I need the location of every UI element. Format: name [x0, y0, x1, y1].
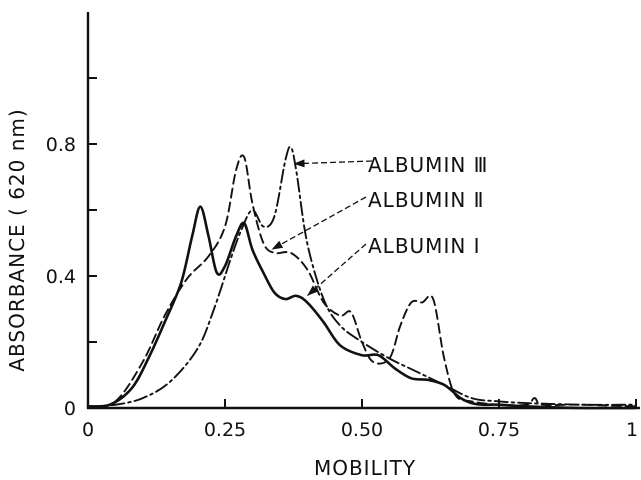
label-albumin-iii: ALBUMIN Ⅲ: [368, 153, 488, 177]
label-albumin-ii: ALBUMIN Ⅱ: [368, 188, 485, 212]
y-tick-label: 0: [64, 398, 76, 420]
arrowhead-albumin-ii: [271, 240, 284, 250]
y-axis-label: ABSORBANCE ( 620 nm): [5, 108, 29, 371]
x-tick-label: 0: [82, 419, 94, 441]
axes: 0 0.25 0.50 0.75 1 0 0.4 0.8: [46, 12, 640, 441]
series-line-albumin-ii: [87, 154, 637, 408]
x-axis-label: MOBILITY: [314, 456, 416, 480]
arrow-albumin-i: [306, 243, 367, 297]
series-layer: [86, 145, 638, 410]
arrow-albumin-iii: [293, 160, 373, 165]
series-line-albumin-iii: [87, 145, 637, 408]
label-albumin-i: ALBUMIN Ⅰ: [368, 234, 481, 258]
annotations: ALBUMIN Ⅲ ALBUMIN Ⅱ ALBUMIN Ⅰ: [271, 153, 488, 297]
x-tick-label: 0.50: [341, 419, 383, 441]
x-tick-label: 1: [626, 419, 638, 441]
x-tick-label: 0.75: [478, 419, 520, 441]
y-tick-label: 0.8: [46, 134, 76, 156]
y-tick-label: 0.4: [46, 266, 76, 288]
series-line-albumin-i: [86, 205, 638, 410]
arrowhead-albumin-i: [307, 285, 319, 296]
arrowhead-albumin-iii: [293, 159, 305, 168]
arrow-albumin-ii: [271, 196, 367, 251]
x-tick-label: 0.25: [204, 419, 246, 441]
